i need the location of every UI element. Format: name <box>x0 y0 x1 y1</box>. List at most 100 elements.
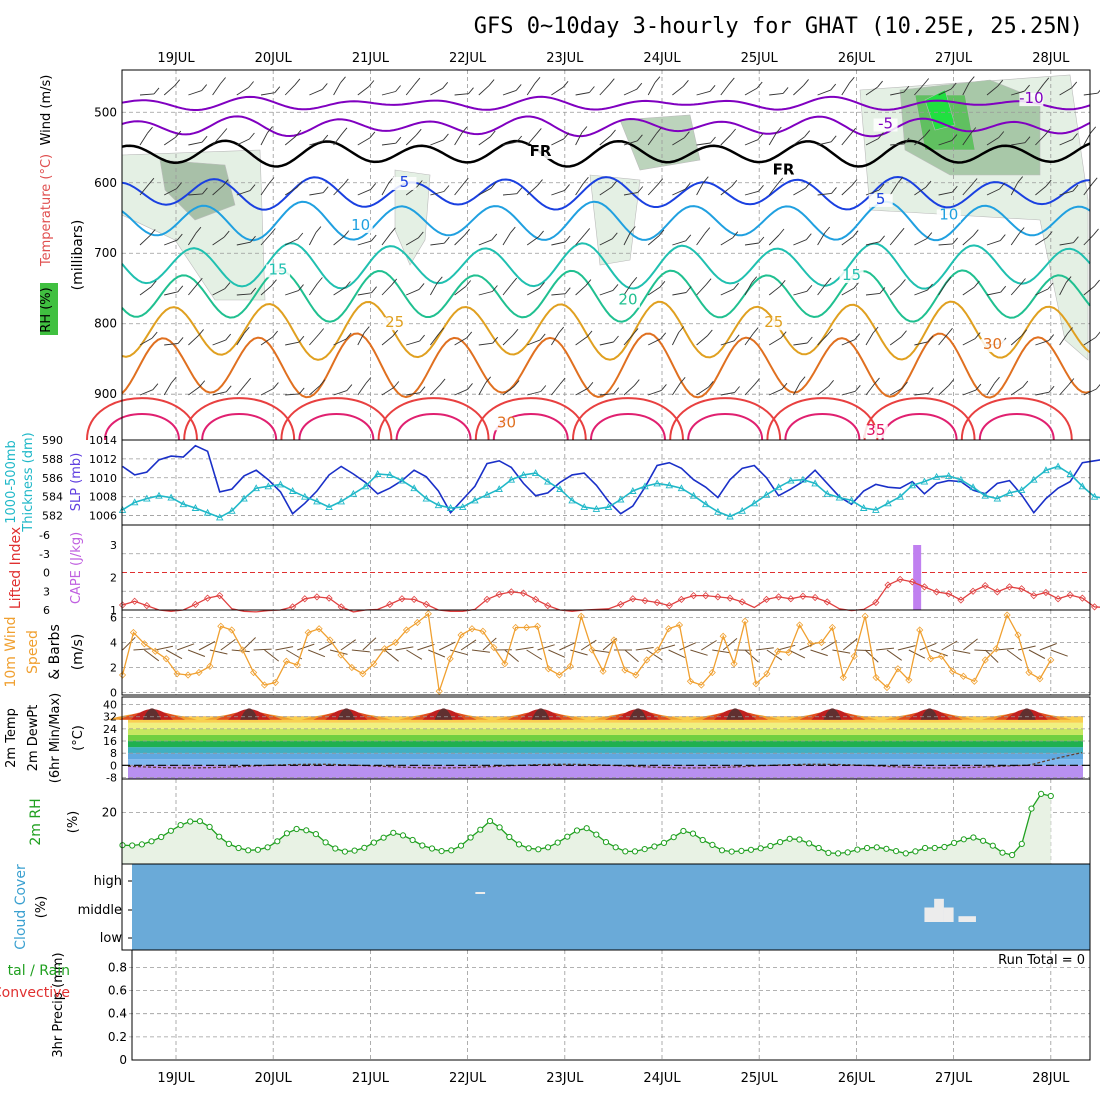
wind-barb-flag <box>853 281 860 289</box>
wind-barb-flag <box>442 82 449 89</box>
wind-barb <box>793 187 806 196</box>
wind-barb <box>575 387 589 396</box>
cloud-level-label: high <box>94 874 122 889</box>
wind-barb <box>212 83 221 96</box>
rh-point <box>322 839 329 846</box>
surface-temperature-contour <box>589 413 666 441</box>
rh-legend-swatch <box>40 283 58 335</box>
wind-barb <box>672 85 684 96</box>
rh-point <box>583 825 590 832</box>
wind-barb <box>1059 87 1072 96</box>
slp-tick-label: 1008 <box>89 491 117 504</box>
wind-barb-flag <box>224 282 231 289</box>
thickness-point <box>969 483 977 491</box>
rh-point <box>631 848 639 855</box>
wind-barb-flag <box>1097 89 1100 94</box>
wind-barb-flag <box>322 134 329 142</box>
wind-barb <box>672 137 685 146</box>
wind-barb <box>163 188 177 196</box>
lifted-index-point <box>191 600 200 608</box>
wind-speed-point <box>250 668 258 677</box>
ylabel-temp2m: 2m Temp <box>4 708 19 768</box>
wind10m-barb <box>198 641 216 651</box>
wind-barb-flag <box>564 184 570 191</box>
wind-barb <box>212 288 226 296</box>
wind-barb <box>648 338 661 346</box>
wind-barb <box>647 133 657 146</box>
wind-barb-flag <box>872 326 879 334</box>
wind-barb-flag <box>901 330 907 337</box>
rh-point <box>670 834 677 841</box>
lifted-index-point <box>872 598 880 607</box>
thickness-point <box>580 503 588 511</box>
wind-speed-point <box>315 625 323 633</box>
wind-barb-flag <box>997 79 1004 87</box>
temperature-contour <box>121 139 1091 168</box>
wind-barb-flag <box>1021 329 1028 336</box>
wind-barb <box>914 84 925 96</box>
wind-barb <box>768 285 781 296</box>
wind-barb <box>357 292 372 296</box>
contour-label-bg <box>839 270 864 284</box>
rh-point <box>1038 790 1045 798</box>
wind-barb-flag <box>734 386 740 393</box>
wind-barb-flag <box>176 182 182 189</box>
wind-barb <box>599 393 614 396</box>
wind-barb-flag <box>1072 184 1079 192</box>
wind-speed-point <box>883 683 891 692</box>
wind-speed-point <box>271 678 279 687</box>
wind-barb-flag <box>613 387 620 394</box>
wind-barb-flag <box>201 135 208 143</box>
contour-label-bg <box>873 118 898 132</box>
wind10m-barb <box>854 649 873 652</box>
wind-barb <box>309 385 321 396</box>
slp-panel-frame <box>121 439 1091 526</box>
wind-barb <box>478 291 493 296</box>
wind10m-barb <box>253 648 272 651</box>
wind-barb-flag <box>563 132 570 140</box>
wind-barb <box>406 288 420 296</box>
wind-speed-point <box>839 673 847 682</box>
wind-barb <box>502 386 515 396</box>
wind-barb <box>502 89 517 96</box>
slp-tick-label: 1014 <box>89 434 117 447</box>
wind10m-barb <box>712 649 731 654</box>
wind10m-barb <box>766 649 783 661</box>
wind-barb-flag <box>878 183 885 191</box>
wind-barb-flag <box>540 385 547 392</box>
rh-point <box>283 830 290 837</box>
wind-barb <box>333 338 347 346</box>
wind-barb <box>793 342 808 346</box>
wind-speed-point <box>719 632 727 640</box>
wind-speed-point <box>686 677 694 685</box>
wind10m-barb <box>755 647 774 651</box>
thickness-point <box>301 492 309 500</box>
wind-barb-flag <box>516 187 523 194</box>
wind-speed-point <box>239 646 247 654</box>
thickness-point <box>641 482 649 490</box>
wind-barb <box>817 334 828 346</box>
li-tick-label: 6 <box>43 604 50 617</box>
ylabel-lifted-index: Lifted Index <box>8 527 24 609</box>
wind-barb-flag <box>902 381 908 389</box>
rh-shading <box>394 169 431 266</box>
wind-barb <box>236 332 245 346</box>
rh-tick-label: 20 <box>102 805 117 819</box>
rh-point <box>206 823 213 831</box>
wind-barb-flag <box>852 230 859 237</box>
wind-barb <box>236 190 251 196</box>
wind-barb-flag <box>581 126 588 133</box>
wind-speed-point <box>533 622 542 630</box>
thickness-point <box>1030 475 1038 483</box>
rh-point <box>854 846 861 853</box>
wind-barb <box>188 283 198 296</box>
wind-barb-flag <box>927 387 934 394</box>
thickness-point <box>616 495 625 503</box>
wind-barb <box>865 292 880 296</box>
contour-label-bg <box>771 164 796 178</box>
wind-tick-label: 0 <box>110 687 117 700</box>
thickness-point <box>920 477 929 485</box>
wind-barb-flag <box>780 331 787 338</box>
wind10m-barb <box>155 645 174 651</box>
wind-barb <box>309 192 324 196</box>
